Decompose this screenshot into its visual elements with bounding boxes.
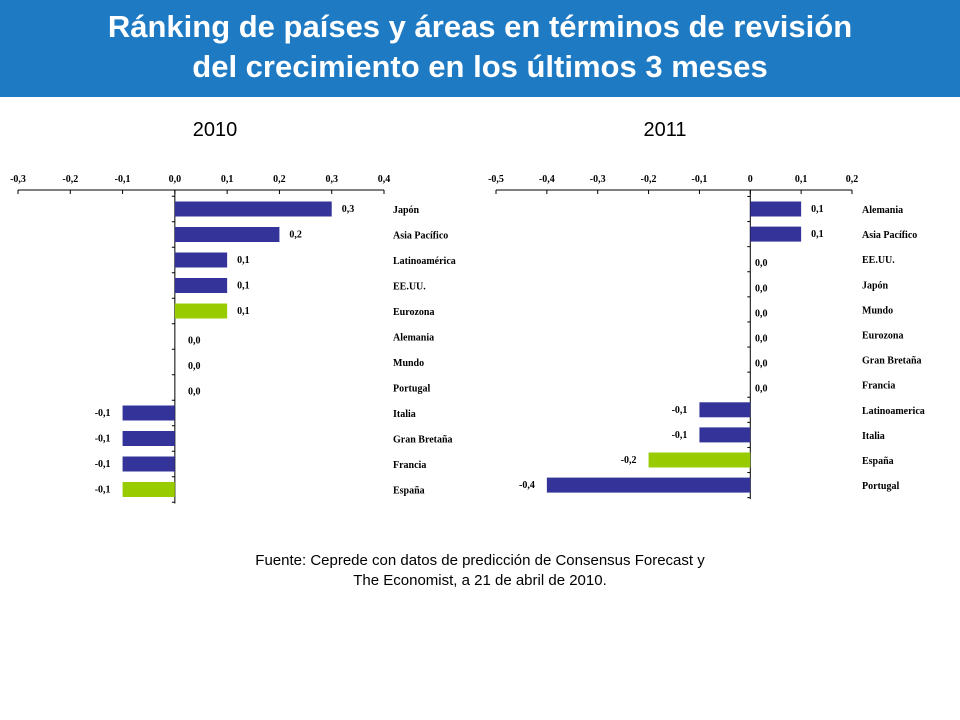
chart-2010-category-label: EE.UU. — [393, 282, 426, 293]
chart-2010-category-label: Francia — [393, 460, 426, 471]
chart-2011-tick-label: -0,5 — [488, 174, 504, 185]
chart-2010-bar — [174, 201, 332, 217]
chart-2011-value-label: 0,0 — [755, 334, 768, 345]
chart-2010-category-label: España — [393, 486, 425, 497]
chart-2011-category-label: Italia — [862, 431, 885, 442]
chart-2010-category-label: Italia — [393, 409, 416, 420]
chart-2010-bar — [122, 482, 175, 497]
chart-2010-value-label: 0,2 — [289, 230, 302, 241]
chart-2010-category-label: Asia Pacífico — [393, 231, 448, 242]
chart-2010-bar — [122, 431, 175, 446]
chart-2011-category-label: Alemania — [862, 205, 903, 216]
chart-2011-tick-label: 0 — [748, 174, 753, 185]
chart-2011-tick-label: 0,1 — [795, 174, 808, 185]
chart-2011-category-label: Mundo — [862, 305, 893, 316]
chart-2011-category-label: Latinoamerica — [862, 406, 925, 417]
chart-2010-category-label: Latinoamérica — [393, 256, 456, 267]
source-line-1: Fuente: Ceprede con datos de predicción … — [255, 552, 705, 569]
chart-2010-bar — [122, 405, 175, 421]
chart-2011-category-label: Asia Pacífico — [862, 230, 917, 241]
slide-title-line-2: del crecimiento en los últimos 3 meses — [192, 49, 768, 84]
chart-2011-value-label: -0,2 — [621, 455, 637, 466]
chart-2011-value-label: 0,0 — [755, 283, 768, 294]
chart-2011-category-label: EE.UU. — [862, 255, 895, 266]
chart-2011-category-label: Japón — [862, 280, 889, 291]
chart-2011-tick-label: -0,3 — [590, 174, 606, 185]
chart-2011-title: 2011 — [643, 119, 687, 141]
chart-2011-value-label: 0,0 — [755, 258, 768, 269]
chart-2010-category-label: Portugal — [393, 384, 430, 395]
chart-2010-value-label: 0,3 — [342, 204, 355, 215]
chart-2010-bar — [174, 278, 228, 293]
chart-2010-bar — [174, 227, 280, 242]
chart-2011-bar — [699, 427, 751, 443]
slide-header: Ránking de países y áreas en términos de… — [0, 0, 960, 97]
chart-2011-value-label: 0,0 — [755, 308, 768, 319]
chart-2011-value-label: 0,0 — [755, 384, 768, 395]
source-line-2: The Economist, a 21 de abril de 2010. — [353, 572, 607, 589]
chart-2010-bar — [174, 303, 228, 319]
chart-2010-tick-label: -0,3 — [10, 174, 26, 185]
chart-2011-tick-label: 0,2 — [846, 174, 859, 185]
chart-2010-value-label: -0,1 — [95, 485, 111, 496]
chart-2011-bar — [750, 226, 802, 242]
chart-2010-value-label: 0,0 — [188, 387, 201, 398]
chart-2010-category-label: Mundo — [393, 358, 424, 369]
chart-2010-bar — [122, 456, 175, 472]
chart-2011-value-label: -0,1 — [672, 430, 688, 441]
chart-2011-bar — [750, 201, 802, 217]
chart-2010-value-label: -0,1 — [95, 434, 111, 445]
chart-2010-tick-label: 0,4 — [378, 174, 391, 185]
chart-2010-tick-label: 0,0 — [169, 174, 182, 185]
chart-2011-tick-label: -0,1 — [692, 174, 708, 185]
chart-2011-value-label: -0,4 — [519, 480, 535, 491]
chart-2011-tick-label: -0,2 — [641, 174, 657, 185]
chart-2010-category-label: Japón — [393, 205, 420, 216]
chart-2011-value-label: 0,1 — [811, 229, 824, 240]
chart-2011-category-label: Francia — [862, 381, 895, 392]
chart-2010-value-label: 0,0 — [188, 336, 201, 347]
chart-2010-value-label: 0,1 — [237, 281, 250, 292]
chart-2011-bar — [546, 477, 751, 493]
chart-2010-value-label: -0,1 — [95, 408, 111, 419]
chart-2010-tick-label: 0,2 — [273, 174, 286, 185]
chart-2011-value-label: 0,0 — [755, 359, 768, 370]
chart-2011-category-label: España — [862, 456, 894, 467]
chart-2010-tick-label: 0,1 — [221, 174, 234, 185]
chart-2010-category-label: Eurozona — [393, 307, 435, 318]
chart-2010-value-label: 0,1 — [237, 255, 250, 266]
chart-2010-category-label: Alemania — [393, 333, 434, 344]
chart-2010-tick-label: 0,3 — [325, 174, 338, 185]
chart-2010-value-label: 0,1 — [237, 306, 250, 317]
chart-2011-bar — [699, 402, 751, 418]
chart-2010-bar — [174, 252, 228, 268]
source-note: Fuente: Ceprede con datos de predicción … — [130, 551, 830, 591]
chart-2011-bar — [648, 452, 751, 468]
chart-2010-tick-label: -0,1 — [115, 174, 131, 185]
chart-2011-value-label: 0,1 — [811, 204, 824, 215]
chart-2011-category-label: Portugal — [862, 481, 899, 492]
chart-2011-category-label: Gran Bretaña — [862, 356, 922, 367]
chart-2010-value-label: -0,1 — [95, 459, 111, 470]
chart-2010-tick-label: -0,2 — [62, 174, 78, 185]
chart-2011-tick-label: -0,4 — [539, 174, 555, 185]
chart-2010-title: 2010 — [192, 119, 238, 141]
slide-title-line-1: Ránking de países y áreas en términos de… — [107, 9, 853, 44]
chart-2010-value-label: 0,0 — [188, 361, 201, 372]
chart-2010-category-label: Gran Bretaña — [393, 435, 453, 446]
chart-2011-category-label: Eurozona — [862, 331, 904, 342]
chart-2011-value-label: -0,1 — [672, 405, 688, 416]
